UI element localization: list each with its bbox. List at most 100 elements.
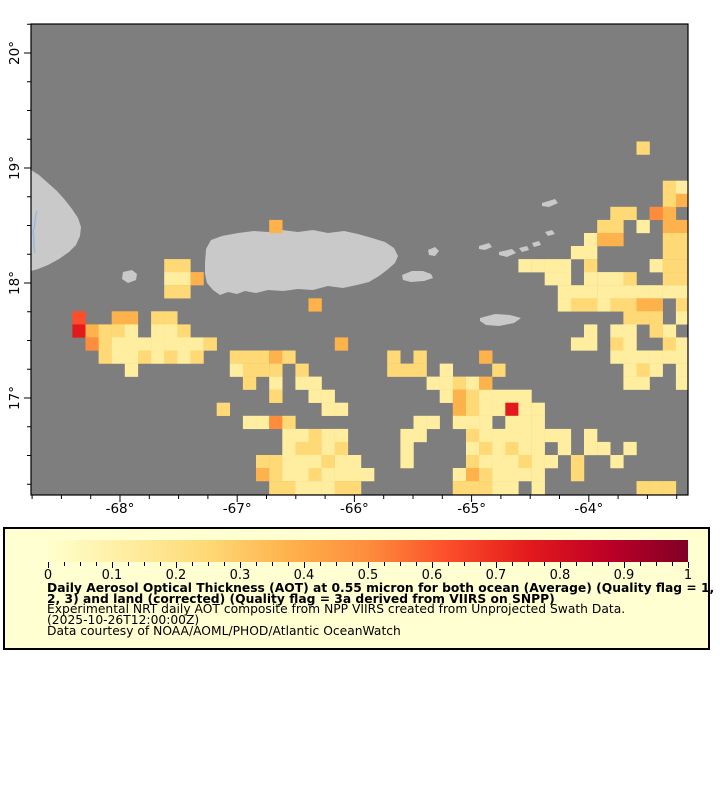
lat-tick-label: 18° bbox=[7, 271, 23, 295]
aot-cell bbox=[269, 376, 283, 390]
colorbar-minor-tick bbox=[640, 562, 641, 566]
aot-cell bbox=[426, 415, 440, 430]
aot-cell bbox=[466, 415, 480, 430]
aot-cell bbox=[675, 246, 688, 260]
aot-cell bbox=[610, 455, 624, 469]
colorbar-minor-tick bbox=[224, 562, 225, 566]
aot-cell bbox=[98, 350, 112, 364]
aot-cell bbox=[479, 455, 493, 469]
aot-cell bbox=[72, 311, 86, 325]
colorbar-minor-tick bbox=[576, 562, 577, 566]
aot-cell bbox=[649, 481, 663, 495]
aot-cell bbox=[164, 324, 178, 338]
island-virgin-2 bbox=[519, 246, 529, 252]
aot-cell bbox=[98, 337, 112, 351]
aot-cell bbox=[610, 272, 624, 286]
colorbar-major-tick bbox=[624, 562, 625, 568]
aot-cell bbox=[295, 468, 309, 482]
aot-cell bbox=[675, 233, 688, 247]
aot-cell bbox=[452, 468, 467, 482]
aot-cell bbox=[308, 455, 322, 469]
aot-cell bbox=[466, 402, 480, 416]
aot-cell bbox=[308, 428, 322, 443]
aot-cell bbox=[295, 441, 309, 456]
colorbar-minor-tick bbox=[160, 562, 161, 566]
aot-cell bbox=[610, 324, 624, 338]
aot-cell bbox=[242, 350, 257, 364]
aot-cell bbox=[295, 376, 309, 390]
aot-cell bbox=[177, 337, 191, 351]
aot-cell bbox=[387, 363, 401, 377]
aot-cell bbox=[557, 298, 572, 312]
aot-cell bbox=[623, 324, 637, 338]
aot-cell bbox=[479, 481, 493, 495]
aot-cell bbox=[151, 350, 165, 364]
aot-cell bbox=[426, 376, 440, 390]
aot-cell bbox=[151, 311, 165, 325]
aot-cell bbox=[269, 363, 283, 377]
aot-grid bbox=[72, 141, 688, 495]
aot-cell bbox=[597, 285, 611, 299]
aot-cell bbox=[531, 441, 545, 456]
aot-cell bbox=[295, 428, 309, 443]
lat-tick-label: 20° bbox=[7, 41, 23, 65]
aot-cell bbox=[518, 389, 532, 403]
aot-cell bbox=[544, 455, 559, 469]
colorbar-tick-label: 0.5 bbox=[357, 568, 379, 583]
aot-cell bbox=[623, 206, 637, 221]
lat-tick-label: 17° bbox=[7, 386, 23, 410]
colorbar-minor-tick bbox=[400, 562, 401, 566]
aot-cell bbox=[518, 455, 532, 469]
aot-cell bbox=[479, 428, 493, 443]
aot-cell bbox=[177, 259, 191, 273]
aot-cell bbox=[164, 337, 178, 351]
lon-tick-label: -66° bbox=[340, 501, 369, 517]
aot-cell bbox=[400, 428, 414, 443]
aot-cell bbox=[216, 402, 231, 416]
aot-cell bbox=[282, 455, 296, 469]
colorbar-tick-label: 0.3 bbox=[229, 568, 251, 583]
aot-cell bbox=[662, 233, 677, 247]
aot-cell bbox=[492, 402, 506, 416]
aot-cell bbox=[492, 455, 506, 469]
island-anegada bbox=[542, 199, 558, 207]
aot-cell bbox=[177, 272, 191, 286]
aot-cell bbox=[492, 468, 506, 482]
aot-cell bbox=[662, 481, 677, 495]
aot-cell bbox=[242, 376, 257, 390]
aot-cell bbox=[492, 481, 506, 495]
aot-cell bbox=[662, 259, 677, 273]
aot-cell bbox=[269, 350, 283, 364]
aot-cell bbox=[466, 441, 480, 456]
aot-map: -68° -67° -66° -65° -64° 20° 19° 18° 17° bbox=[7, 23, 689, 517]
map-border bbox=[30, 23, 689, 496]
aot-cell bbox=[505, 468, 519, 482]
colorbar-minor-tick bbox=[544, 562, 545, 566]
aot-cell bbox=[177, 324, 191, 338]
aot-cell bbox=[610, 219, 624, 234]
colorbar-minor-tick bbox=[272, 562, 273, 566]
aot-cell bbox=[466, 376, 480, 390]
aot-cell bbox=[466, 481, 480, 495]
aot-cell bbox=[439, 376, 454, 390]
colorbar-tick-label: 0.6 bbox=[421, 568, 443, 583]
aot-cell bbox=[413, 428, 427, 443]
aot-cell bbox=[531, 481, 545, 495]
aot-cell bbox=[124, 324, 139, 338]
aot-cell bbox=[334, 441, 349, 456]
aot-cell bbox=[479, 402, 493, 416]
aot-cell bbox=[347, 455, 362, 469]
aot-cell bbox=[452, 402, 467, 416]
aot-cell bbox=[413, 350, 427, 364]
aot-cell bbox=[610, 298, 624, 312]
colorbar-tick-label: 0.1 bbox=[101, 568, 123, 583]
aot-cell bbox=[492, 363, 506, 377]
aot-cell bbox=[256, 468, 270, 482]
aot-cell bbox=[597, 298, 611, 312]
aot-cell bbox=[85, 324, 99, 338]
aot-cell bbox=[334, 481, 349, 495]
aot-cell bbox=[531, 428, 545, 443]
aot-cell bbox=[466, 468, 480, 482]
colorbar-minor-tick bbox=[512, 562, 513, 566]
legend-note: Experimental NRT daily AOT composite fro… bbox=[47, 602, 626, 617]
